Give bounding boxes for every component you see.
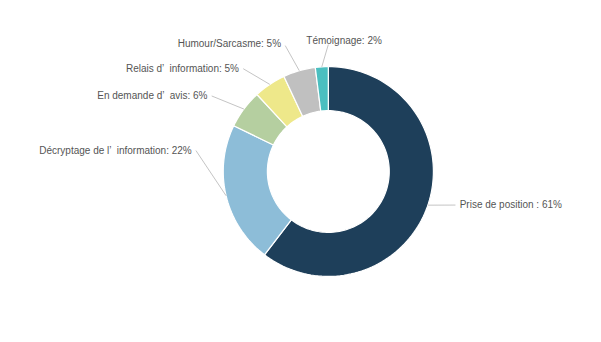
- svg-text:Humour/Sarcasme: 5%: Humour/Sarcasme: 5%: [178, 38, 281, 49]
- svg-text:Relais d’ information: 5%: Relais d’ information: 5%: [126, 63, 239, 74]
- svg-text:En demande d’ avis: 6%: En demande d’ avis: 6%: [97, 90, 207, 101]
- svg-text:Décryptage de l’ information:: Décryptage de l’ information: 22%: [39, 145, 192, 156]
- svg-text:Prise de position : 61%: Prise de position : 61%: [460, 199, 562, 210]
- svg-text:Témoignage: 2%: Témoignage: 2%: [306, 35, 382, 46]
